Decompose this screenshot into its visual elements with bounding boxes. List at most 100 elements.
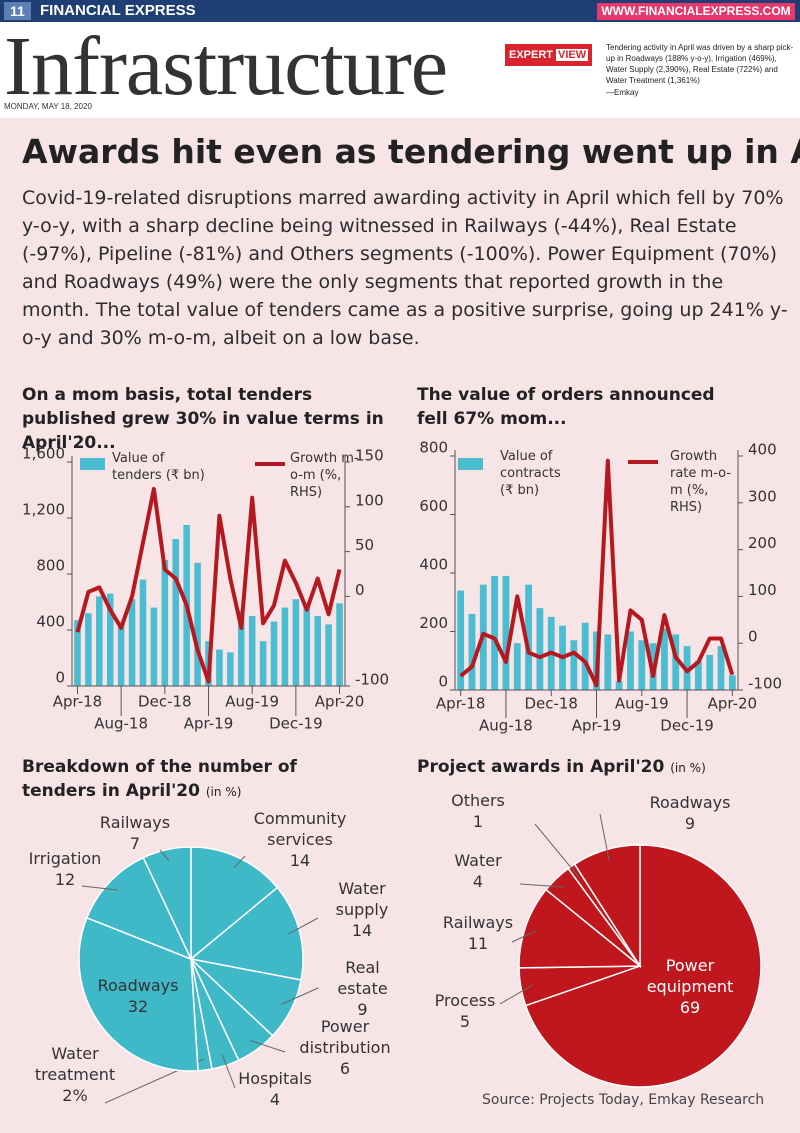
slice-name: Railways [442, 913, 514, 932]
bar [139, 579, 147, 686]
headline: Awards hit even as tendering went up in … [22, 132, 800, 171]
bar [536, 608, 544, 690]
bar [96, 596, 103, 686]
leader-line [221, 1054, 236, 1089]
bar [627, 631, 634, 690]
slice-name: Roadways [649, 793, 731, 812]
leader-line [534, 823, 579, 877]
slice-name: Power distribution [299, 1017, 391, 1057]
bar [638, 640, 646, 690]
source: Source: Projects Today, Emkay Research [482, 1092, 765, 1108]
leader-line [288, 917, 319, 935]
bar [150, 607, 158, 686]
y-tick-label: 0 [55, 669, 65, 687]
y2-tick-label: 0 [355, 581, 365, 599]
slice-label: Roadways 32 [88, 975, 188, 1017]
legend-swatch [80, 458, 105, 470]
line [75, 486, 342, 684]
slice-value: 5 [459, 1012, 471, 1031]
y-tick-label: 1,200 [22, 501, 65, 519]
slice-value: 12 [54, 870, 76, 889]
x-tick-label: Apr-19 [184, 715, 234, 733]
bar [172, 539, 180, 686]
bar [706, 654, 714, 690]
y-tick-label: 600 [419, 497, 448, 515]
bar [325, 624, 332, 686]
legend-label: Value of contracts (₹ bn) [500, 449, 561, 498]
website[interactable]: WWW.FINANCIALEXPRESS.COM [597, 3, 795, 20]
y2-tick-label: 0 [748, 628, 758, 646]
bar [570, 640, 578, 690]
bar [457, 590, 465, 690]
y-tick-label: 800 [36, 557, 65, 575]
bar [468, 613, 476, 690]
slice-name: Community services [253, 809, 347, 849]
slice-value: 32 [127, 997, 149, 1016]
slice-name: Hospitals [238, 1069, 312, 1088]
slice-name: Water supply [335, 879, 389, 919]
slice-value: 14 [351, 921, 373, 940]
bar [615, 681, 623, 690]
bar [281, 607, 289, 686]
slice-label: Water supply 14 [322, 878, 402, 941]
bar [683, 646, 691, 690]
slice-value: 4 [269, 1090, 281, 1109]
x-tick-label: Apr-20 [315, 693, 365, 711]
legend-label: Growth rate m-o-m (%, RHS) [670, 449, 732, 515]
x-tick-label: Aug-19 [225, 693, 279, 711]
y-tick-label: 200 [419, 614, 448, 632]
bar [525, 584, 532, 690]
slice-value: 6 [339, 1059, 351, 1078]
slice-label: Water treatment 2% [20, 1043, 130, 1106]
bar [85, 613, 92, 686]
slice [189, 886, 304, 981]
chart: Community services 14 Water supply 14 Real e… [0, 790, 400, 1133]
leader-line [250, 1040, 286, 1053]
title-note: (in %) [205, 785, 242, 799]
bar [513, 643, 521, 690]
slice-label: Process 5 [415, 990, 515, 1032]
chart-title: The value of orders announced fell 67% m… [417, 385, 715, 429]
x-tick-label: Dec-19 [660, 717, 714, 735]
slice-label: Roadways 9 [640, 792, 740, 834]
slice-value: 14 [289, 851, 311, 870]
x-tick-label: Aug-18 [479, 717, 533, 735]
leader-line [599, 813, 610, 862]
slice-label: Others 1 [428, 790, 528, 832]
x-tick-label: Apr-18 [53, 693, 103, 711]
x-tick-label: Apr-19 [572, 717, 622, 735]
slice-name: Water [454, 851, 502, 870]
slice-name: Irrigation [28, 849, 102, 868]
bar [491, 575, 499, 690]
slice-value: 4 [472, 872, 484, 891]
bar [694, 660, 702, 690]
slice-label: Community services 14 [240, 808, 360, 871]
bar [728, 675, 736, 690]
leader-line [81, 885, 118, 891]
x-tick-label: Aug-19 [615, 695, 669, 713]
slice [142, 846, 192, 960]
intro: Covid-19-related disruptions marred awar… [22, 187, 788, 349]
y-tick-label: 800 [419, 440, 448, 457]
slice-name: Others [451, 791, 505, 810]
slice-name: Real estate [337, 958, 388, 998]
slice-value: 1 [472, 812, 484, 831]
plot: 0 200 400 600 800 -100 0 100 200 300 400 Apr-18 Aug-… [419, 440, 782, 735]
leader-line [499, 984, 534, 1005]
y-tick-label: 0 [438, 673, 448, 691]
bar [336, 603, 343, 686]
slice-label: Irrigation 12 [15, 848, 115, 890]
slice-label: Railways 7 [85, 812, 185, 854]
bar [672, 634, 680, 690]
bar [128, 599, 136, 686]
slice [524, 844, 762, 1088]
date: MONDAY, MAY 18, 2020 [4, 102, 92, 111]
leader-line [233, 855, 246, 869]
slice-value: 9 [357, 1000, 368, 1019]
legend-label: Growth m-o-m (%, RHS) [290, 451, 359, 500]
bar [661, 628, 668, 690]
y-tick-label: 400 [419, 556, 448, 574]
chart: Power equipment 69 Process 5 Railways 11 Water… [400, 790, 800, 1133]
leader-line [159, 849, 170, 861]
